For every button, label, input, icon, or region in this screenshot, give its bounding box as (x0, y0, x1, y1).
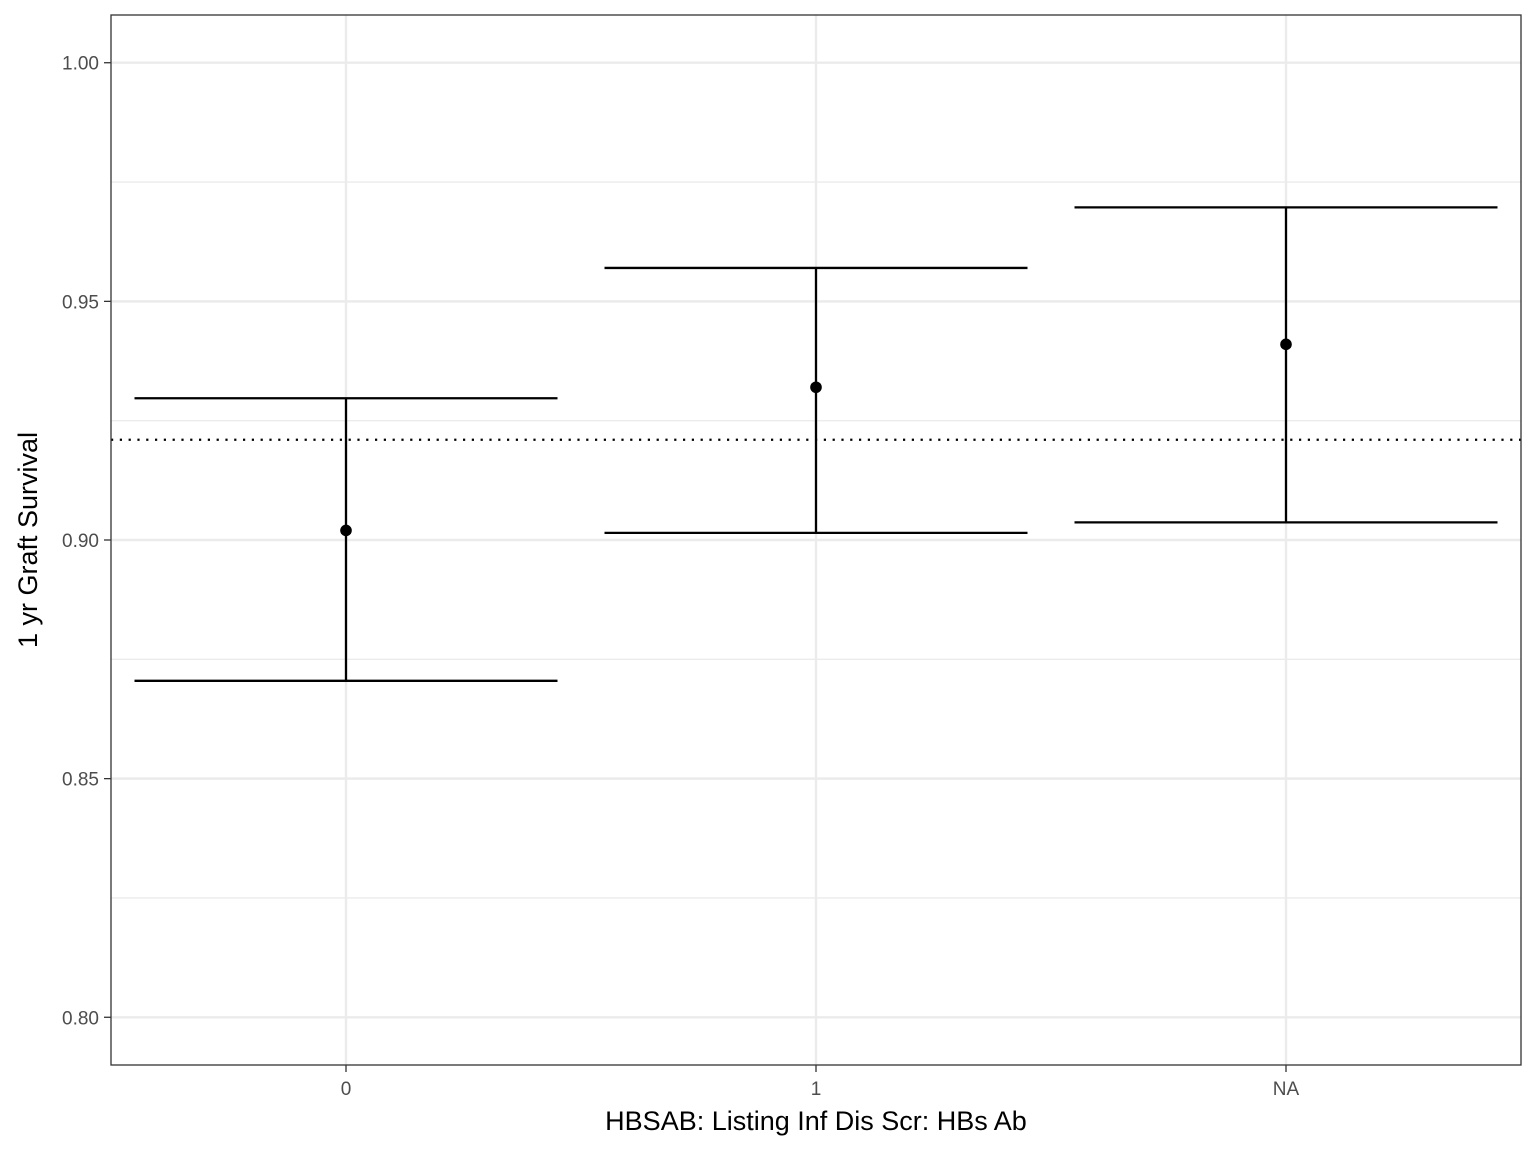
error-bar-group (134, 397, 558, 682)
x-tick-label: NA (1273, 1079, 1300, 1100)
error-bar-group (604, 266, 1028, 534)
y-axis-title: 1 yr Graft Survival (13, 432, 43, 648)
y-tick-label: 0.90 (62, 531, 99, 552)
y-tick-label: 1.00 (62, 54, 99, 75)
y-axis: 0.80 0.85 0.90 0.95 1.00 (62, 54, 111, 1029)
estimate-point (1280, 338, 1292, 351)
estimate-point (340, 524, 352, 537)
x-tick-label: 0 (341, 1079, 352, 1100)
x-axis: 0 1 NA (341, 1065, 1300, 1100)
error-bars (134, 206, 1498, 682)
y-tick-label: 0.80 (62, 1008, 99, 1029)
y-tick-label: 0.85 (62, 770, 99, 791)
estimate-point (810, 381, 822, 394)
y-tick-label: 0.95 (62, 292, 99, 313)
error-bar-group (1074, 206, 1498, 524)
x-tick-label: 1 (811, 1079, 822, 1100)
x-axis-title: HBSAB: Listing Inf Dis Scr: HBs Ab (605, 1106, 1027, 1136)
